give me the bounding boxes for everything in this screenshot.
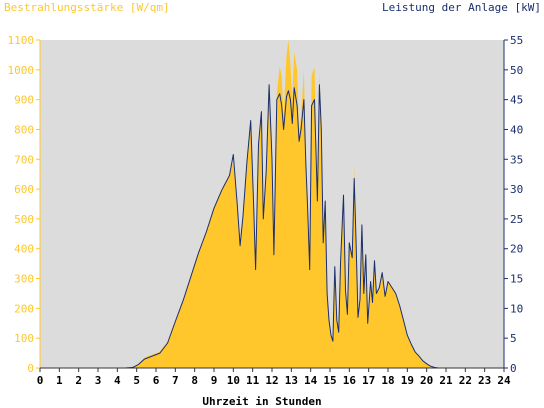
x-tick-label: 22	[459, 374, 472, 387]
x-tick-label: 19	[401, 374, 414, 387]
left-tick-label: 900	[14, 94, 34, 107]
x-tick-label: 1	[56, 374, 63, 387]
left-tick-label: 0	[27, 362, 34, 375]
right-tick-label: 55	[510, 34, 523, 47]
left-tick-label: 700	[14, 153, 34, 166]
x-tick-label: 15	[323, 374, 336, 387]
left-axis-title: Bestrahlungsstärke [W/qm]	[4, 1, 170, 14]
x-tick-label: 17	[362, 374, 375, 387]
right-tick-label: 25	[510, 213, 523, 226]
x-tick-label: 11	[246, 374, 260, 387]
x-tick-label: 6	[153, 374, 160, 387]
x-tick-label: 24	[497, 374, 511, 387]
left-tick-label: 800	[14, 123, 34, 136]
x-tick-label: 9	[211, 374, 218, 387]
right-axis-ticks: 0 5 10 15 20 25 30 35 40 45 50 55	[504, 34, 523, 375]
x-tick-label: 2	[75, 374, 82, 387]
x-axis-title: Uhrzeit in Stunden	[202, 395, 321, 408]
left-tick-label: 100	[14, 332, 34, 345]
left-tick-label: 1100	[8, 34, 35, 47]
right-tick-label: 35	[510, 153, 523, 166]
x-tick-label: 16	[343, 374, 357, 387]
power-line	[40, 84, 504, 369]
right-axis-title: Leistung der Anlage [kW]	[382, 1, 541, 14]
right-tick-label: 50	[510, 64, 523, 77]
right-tick-label: 0	[510, 362, 517, 375]
x-tick-label: 0	[37, 374, 44, 387]
x-tick-label: 7	[172, 374, 179, 387]
left-tick-label: 600	[14, 183, 34, 196]
x-tick-label: 18	[381, 374, 394, 387]
x-tick-label: 12	[265, 374, 278, 387]
right-tick-label: 20	[510, 243, 523, 256]
x-tick-label: 8	[191, 374, 198, 387]
x-tick-label: 13	[285, 374, 298, 387]
left-tick-label: 500	[14, 213, 34, 226]
left-axis-ticks: 0 100 200 300 400 500 600 700 800 900 1000 1100	[8, 34, 40, 375]
left-tick-label: 300	[14, 273, 34, 286]
x-tick-label: 23	[478, 374, 491, 387]
left-tick-label: 200	[14, 302, 34, 315]
x-tick-label: 5	[133, 374, 140, 387]
x-axis-ticks: 0 1 2 3 4 5 6 7 8 9 10 11 12 13 14 15 16 17 18 19 20 21 22 23 24	[37, 368, 511, 387]
left-tick-label: 1000	[8, 64, 35, 77]
right-tick-label: 30	[510, 183, 523, 196]
right-tick-label: 45	[510, 94, 523, 107]
right-tick-label: 15	[510, 273, 523, 286]
x-tick-label: 10	[227, 374, 240, 387]
right-tick-label: 5	[510, 332, 517, 345]
left-tick-label: 400	[14, 243, 34, 256]
x-tick-label: 14	[304, 374, 318, 387]
power-line-layer	[40, 84, 504, 369]
irradiance-area-layer	[40, 40, 504, 368]
x-tick-label: 21	[439, 374, 453, 387]
right-tick-label: 40	[510, 123, 523, 136]
irradiance-area	[40, 40, 504, 368]
x-tick-label: 3	[95, 374, 102, 387]
x-tick-label: 20	[420, 374, 433, 387]
right-tick-label: 10	[510, 302, 523, 315]
x-tick-label: 4	[114, 374, 121, 387]
